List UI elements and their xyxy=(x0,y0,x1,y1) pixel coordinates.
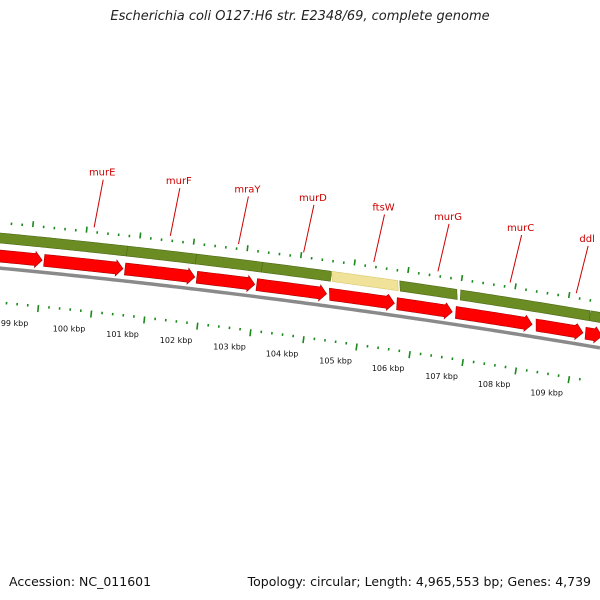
scale-label: 104 kbp xyxy=(266,349,299,358)
scale-tick xyxy=(567,376,571,384)
outer-tick-track xyxy=(10,221,592,302)
gene-leader-line xyxy=(93,179,104,228)
gene-leader-line xyxy=(169,188,181,236)
outer-tick xyxy=(139,232,142,239)
gene-label-murD: murD xyxy=(299,193,327,204)
cds-arrow xyxy=(0,249,43,269)
scale-label: 103 kbp xyxy=(213,343,246,352)
scale-label: 102 kbp xyxy=(160,336,193,345)
cds-arrow-track xyxy=(0,249,600,344)
gene-band-segment xyxy=(399,280,458,300)
gene-band-segment xyxy=(588,310,600,323)
outer-tick xyxy=(407,266,410,274)
cds-arrow xyxy=(396,297,453,320)
scale-tick xyxy=(90,310,93,318)
gene-label-murC: murC xyxy=(507,223,534,234)
cds-arrow xyxy=(43,254,124,277)
scale-label: 99 kbp xyxy=(1,319,29,328)
outer-tick xyxy=(353,259,356,266)
gene-band-track xyxy=(0,232,600,323)
scale-tick-track xyxy=(5,301,581,384)
outer-tick xyxy=(514,283,517,290)
outer-tick xyxy=(460,274,464,282)
gene-band-segment xyxy=(261,261,333,282)
outer-tick xyxy=(299,252,303,259)
scale-label: 108 kbp xyxy=(478,380,511,389)
scale-tick xyxy=(249,329,252,337)
backbone-line xyxy=(0,266,600,350)
gene-leader-line xyxy=(237,196,249,245)
gene-label-ddl: ddl xyxy=(579,234,594,245)
gene-leader-line xyxy=(303,204,315,253)
outer-tick xyxy=(85,226,88,233)
cds-arrow xyxy=(329,287,395,312)
map-title: Escherichia coli O127:H6 str. E2348/69, … xyxy=(110,9,490,24)
gene-label-murE: murE xyxy=(89,168,116,179)
cds-arrow xyxy=(455,306,533,332)
scale-label: 107 kbp xyxy=(425,372,458,381)
gene-label-murF: murF xyxy=(166,176,192,187)
scale-tick xyxy=(302,336,305,344)
scale-label: 109 kbp xyxy=(530,389,563,398)
cds-arrow xyxy=(195,270,256,293)
cds-arrow xyxy=(255,278,327,302)
gene-band-segment xyxy=(126,245,197,265)
scale-label: 101 kbp xyxy=(106,330,139,339)
cds-arrow xyxy=(584,326,600,344)
gene-band-segment xyxy=(195,253,263,273)
gene-label-murG: murG xyxy=(434,212,462,223)
scale-tick xyxy=(196,322,199,330)
outer-tick xyxy=(246,245,249,252)
gene-leader-line xyxy=(437,223,450,272)
gene-label-ftsW: ftsW xyxy=(372,203,394,214)
gene-band-segment-highlighted xyxy=(331,271,399,292)
scale-tick xyxy=(355,343,358,351)
scale-label: 100 kbp xyxy=(53,324,86,333)
outer-tick xyxy=(31,221,35,228)
scale-label: 105 kbp xyxy=(319,357,352,366)
scale-tick xyxy=(408,351,411,359)
outer-tick xyxy=(567,291,571,299)
scale-label-track: 99 kbp 100 kbp 101 kbp 102 kbp 103 kbp 104 kb… xyxy=(1,319,563,398)
gene-label-mraY: mraY xyxy=(234,184,261,195)
scale-tick xyxy=(143,316,146,324)
accession-text: Accession: NC_011601 xyxy=(9,574,152,589)
gene-leader-line xyxy=(509,234,523,283)
cds-arrow xyxy=(124,262,196,285)
cds-arrow xyxy=(535,318,584,341)
scale-tick xyxy=(461,359,465,367)
scale-tick xyxy=(514,367,518,375)
gene-leader-line xyxy=(575,245,589,294)
gene-label-track: murE murF mraY murD ftsW murG murC ddl xyxy=(89,168,595,294)
gene-leader-line xyxy=(373,214,385,263)
topology-text: Topology: circular; Length: 4,965,553 bp… xyxy=(247,574,591,589)
scale-label: 106 kbp xyxy=(372,364,405,373)
scale-tick xyxy=(36,304,40,313)
outer-tick xyxy=(192,238,196,245)
